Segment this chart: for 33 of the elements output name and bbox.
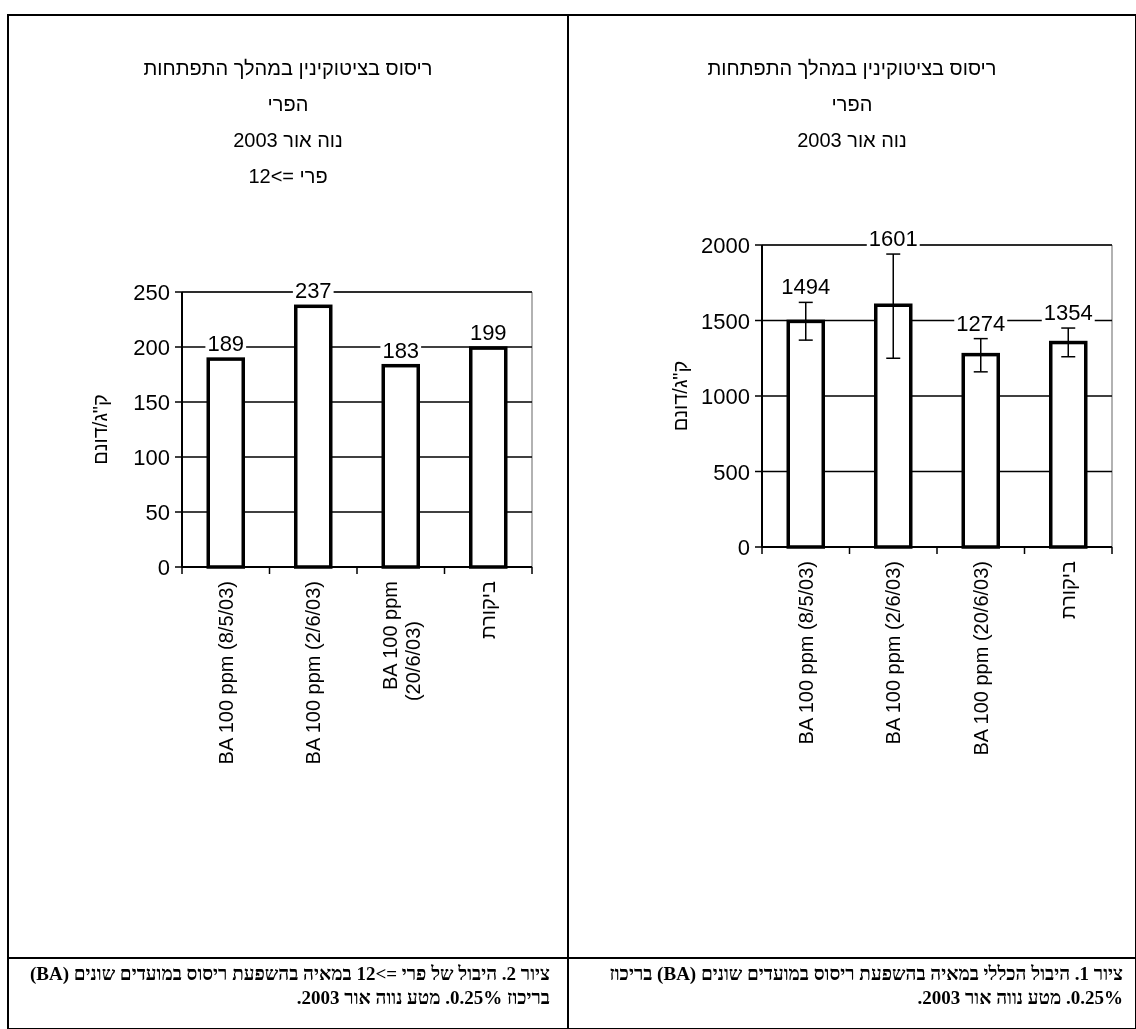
y-tick-label: 500 (713, 459, 750, 485)
data-label: 1354 (1043, 300, 1093, 326)
x-tick-label: BA 100 ppm (20/6/03) (378, 581, 424, 702)
x-tick-label: BA 100 ppm (20/6/03) (969, 561, 992, 756)
x-tick-label: ביקורת (477, 580, 500, 640)
y-axis-title: ק"ג/דונם (89, 394, 111, 465)
y-tick-label: 1500 (701, 308, 750, 334)
y-tick-label: 1000 (701, 384, 750, 409)
x-tick-label: BA 100 ppm (2/6/03) (302, 581, 325, 765)
y-tick-label: 100 (133, 445, 170, 470)
y-tick-label: 250 (133, 280, 170, 305)
x-tick-label: ביקורת (1057, 560, 1080, 620)
y-tick-label: 2000 (701, 233, 750, 258)
data-label: 189 (207, 331, 245, 357)
y-tick-label: 50 (145, 500, 170, 525)
y-tick-label: 200 (133, 335, 170, 360)
data-label: 237 (294, 278, 332, 304)
text: ציור 2. היבול של פרי =>12 במאיה בהשפעת ריסוס במועדים שונים (BA) בריכוז 0.25%. מטע נווה אור 2003. (28, 962, 550, 1010)
x-tick-label: BA 100 ppm (8/5/03) (214, 581, 237, 765)
y-axis-title: ק"ג/דונם (669, 360, 691, 432)
x-tick-label: BA 100 ppm (8/5/03) (794, 561, 817, 745)
chart-title: ריסוס בציטוקינין במהלך התפתחות הפרי נוה אור 2003 (707, 57, 997, 151)
x-tick-label: BA 100 ppm (2/6/03) (882, 561, 905, 745)
data-label: 183 (382, 337, 420, 363)
text: ציור 1. היבול הכללי במאיה בהשפעת ריסוס במועדים שונים (BA) בריכוז 0.25%. מטע נווה אור 2003. (608, 962, 1123, 1010)
data-label: 1494 (781, 274, 831, 300)
y-tick-label: 0 (737, 535, 750, 560)
y-tick-label: 150 (133, 390, 170, 415)
data-label: 1274 (956, 310, 1006, 336)
y-tick-label: 0 (157, 555, 170, 580)
chart-title: ריסוס בציטוקינין במהלך התפתחות הפרי נוה אור 2003 פרי =>12 (143, 57, 433, 187)
data-label: 199 (469, 320, 507, 346)
data-label: 1601 (868, 226, 918, 252)
